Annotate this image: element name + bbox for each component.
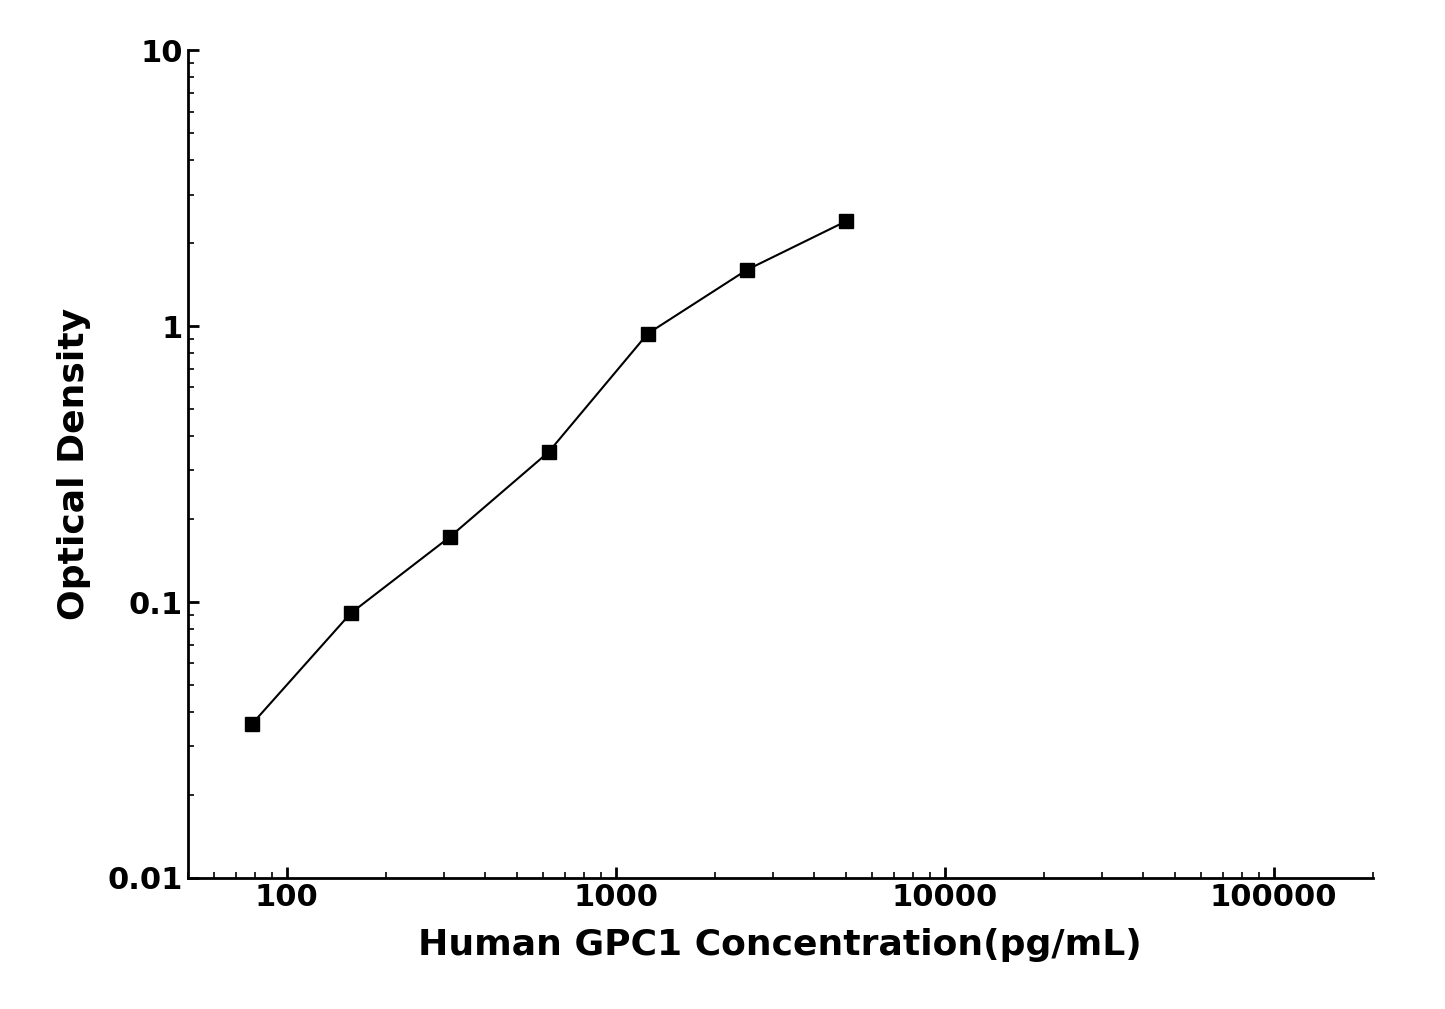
Y-axis label: Optical Density: Optical Density [56,308,91,621]
X-axis label: Human GPC1 Concentration(pg/mL): Human GPC1 Concentration(pg/mL) [419,928,1142,963]
